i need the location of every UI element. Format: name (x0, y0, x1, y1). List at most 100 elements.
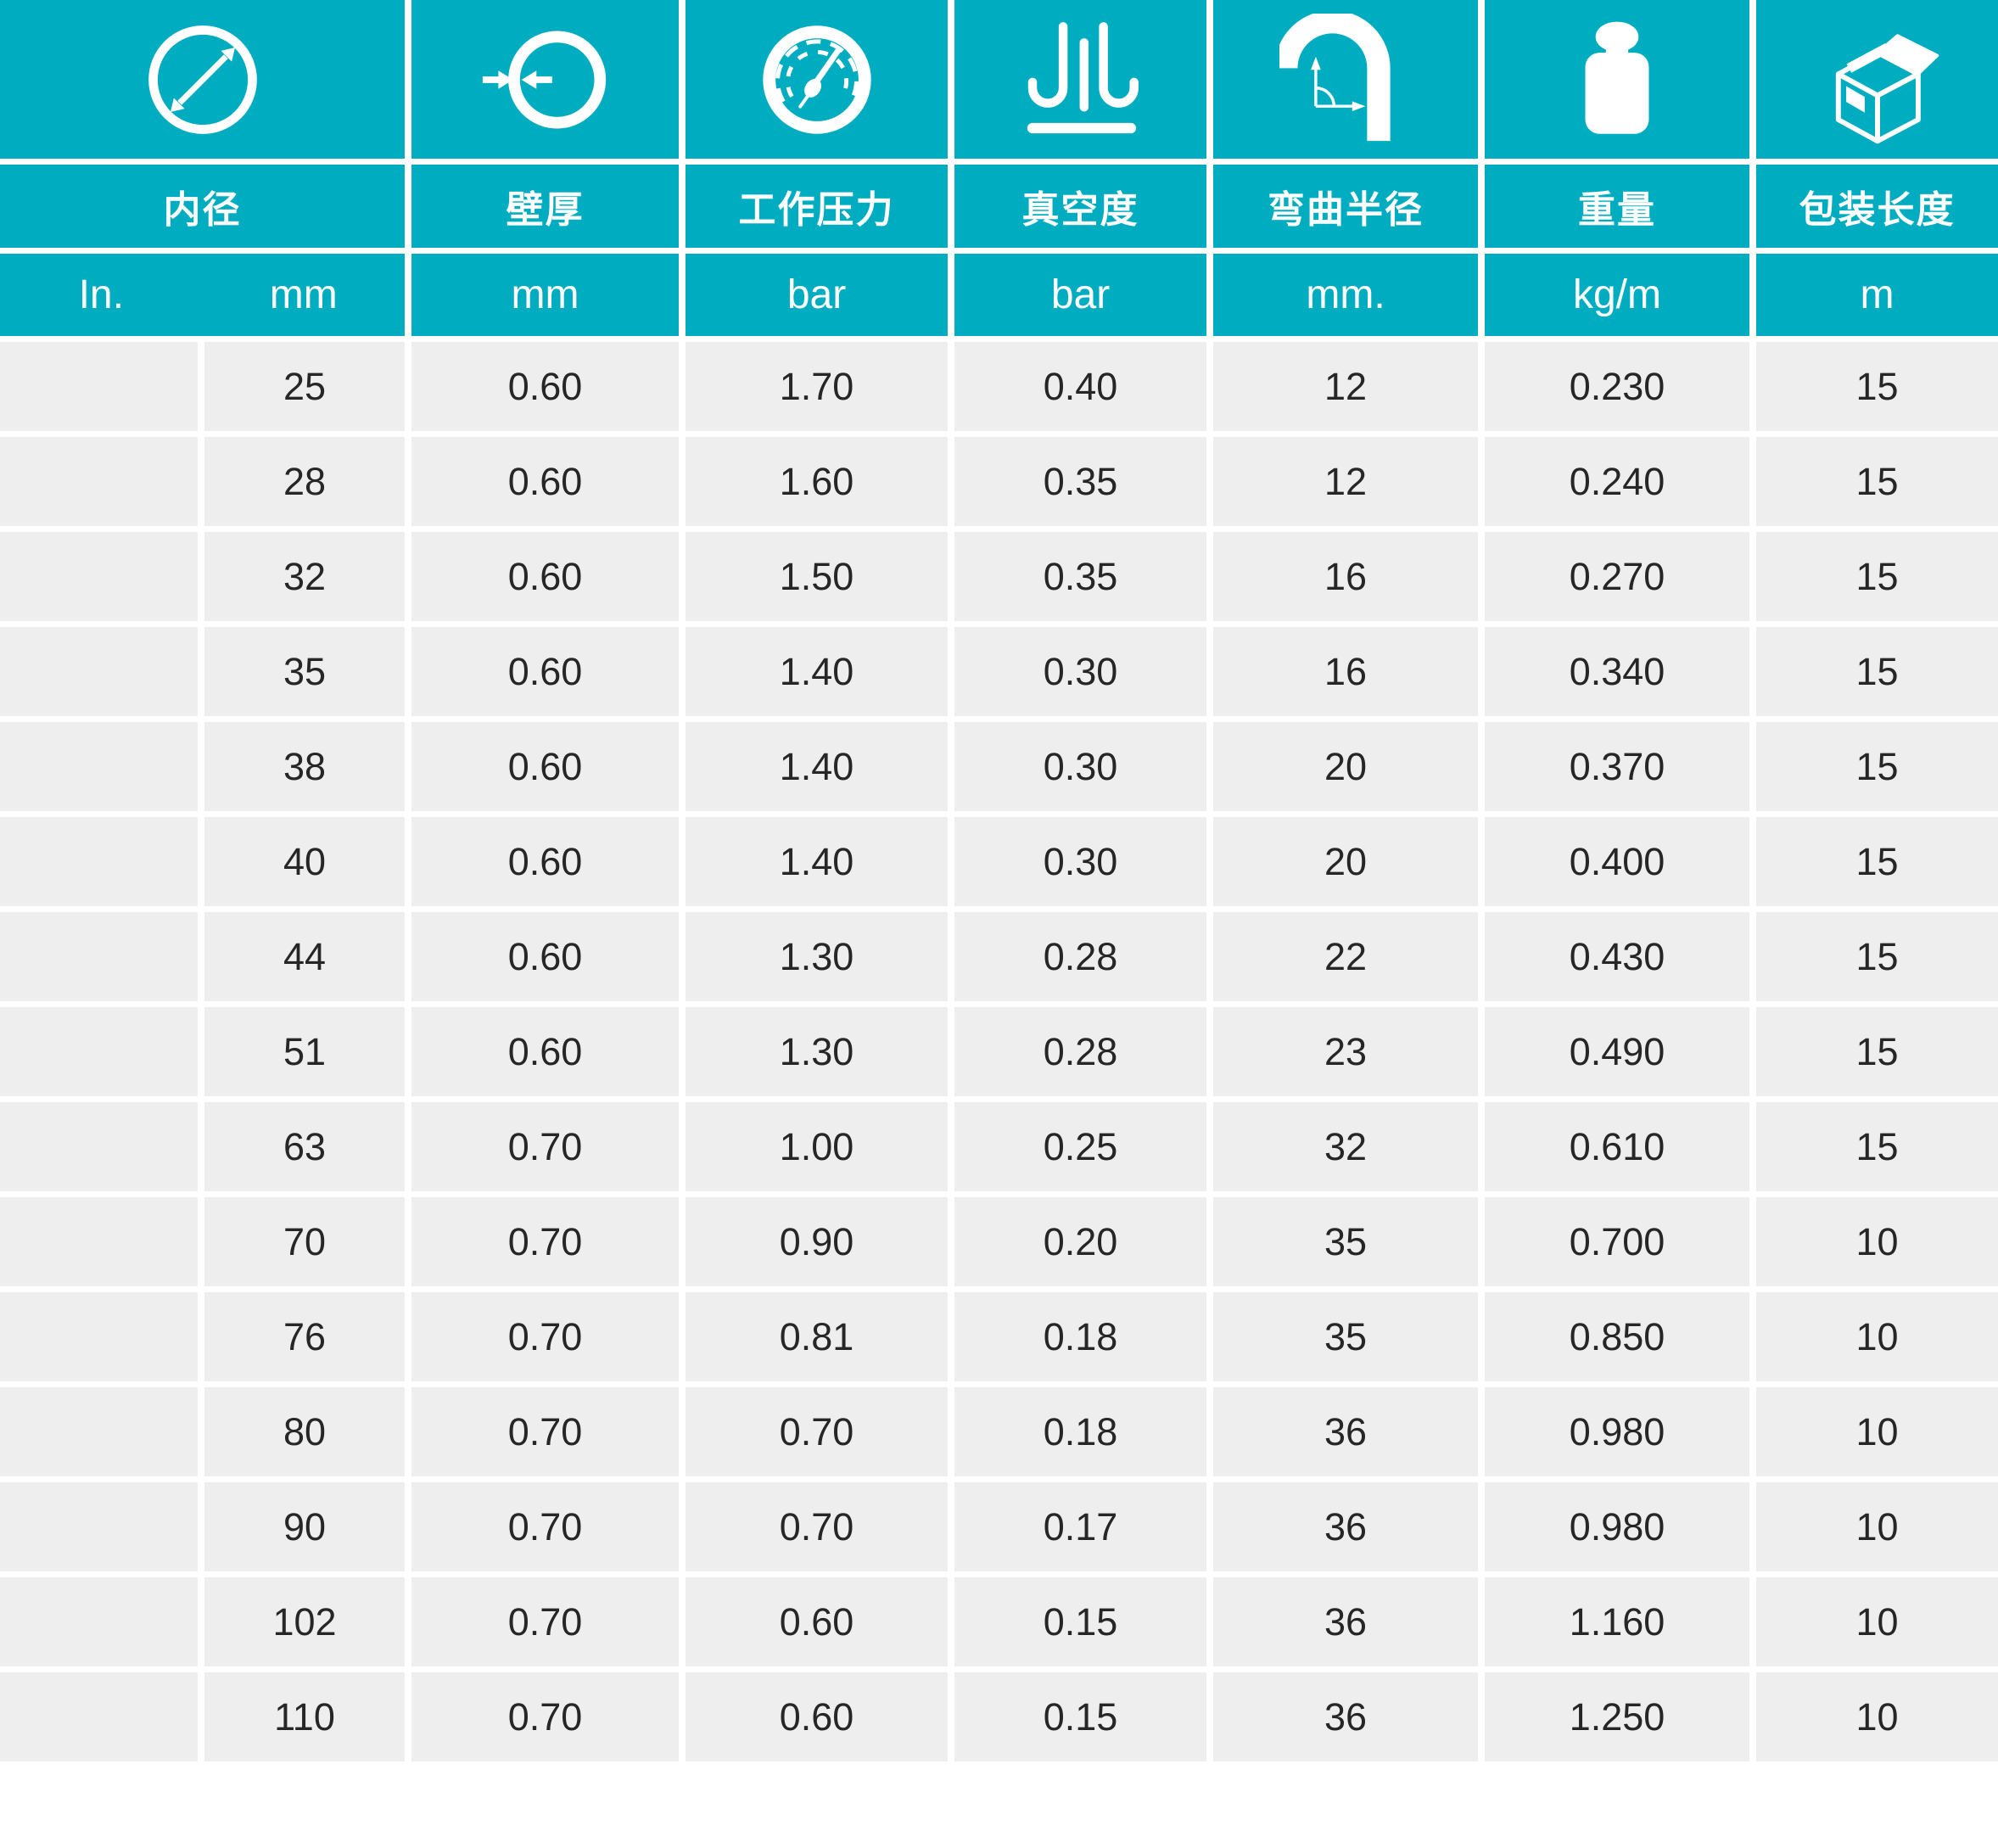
table-cell-length: 10 (1756, 1292, 1998, 1381)
table-cell-bend: 16 (1213, 627, 1478, 716)
table-cell-length: 10 (1756, 1672, 1998, 1761)
diameter-icon (148, 25, 257, 134)
table-cell-length: 15 (1756, 627, 1998, 716)
table-cell-length: 15 (1756, 532, 1998, 621)
wall-thickness-icon (482, 30, 606, 129)
header-icon-cell-working-pressure (686, 0, 948, 159)
table-cell-bend: 36 (1213, 1482, 1478, 1571)
table-cell-mm: 40 (204, 817, 405, 906)
header-icon-cell-wall-thickness (411, 0, 679, 159)
unit-cell-inner-diameter: In. mm (0, 254, 405, 336)
table-cell-bend: 16 (1213, 532, 1478, 621)
table-cell-vacuum: 0.30 (954, 817, 1206, 906)
table-cell-mm: 80 (204, 1387, 405, 1476)
table-cell-in (0, 1672, 198, 1761)
table-cell-weight: 0.430 (1485, 912, 1749, 1001)
table-cell-length: 10 (1756, 1577, 1998, 1666)
table-cell-vacuum: 0.15 (954, 1672, 1206, 1761)
table-cell-wall: 0.60 (411, 437, 679, 526)
table-cell-pressure: 1.50 (686, 532, 948, 621)
table-cell-in (0, 342, 198, 431)
table-cell-mm: 102 (204, 1577, 405, 1666)
table-cell-vacuum: 0.28 (954, 1007, 1206, 1096)
table-cell-bend: 12 (1213, 342, 1478, 431)
pressure-gauge-icon (762, 25, 871, 134)
table-cell-weight: 0.370 (1485, 722, 1749, 811)
table-cell-in (0, 627, 198, 716)
table-cell-wall: 0.70 (411, 1387, 679, 1476)
table-cell-wall: 0.70 (411, 1672, 679, 1761)
table-cell-vacuum: 0.35 (954, 437, 1206, 526)
table-cell-pressure: 0.90 (686, 1197, 948, 1286)
table-cell-weight: 0.980 (1485, 1387, 1749, 1476)
table-cell-vacuum: 0.18 (954, 1387, 1206, 1476)
table-cell-weight: 0.490 (1485, 1007, 1749, 1096)
table-cell-mm: 32 (204, 532, 405, 621)
table-cell-bend: 32 (1213, 1102, 1478, 1191)
table-cell-vacuum: 0.35 (954, 532, 1206, 621)
table-cell-mm: 110 (204, 1672, 405, 1761)
column-header-working-pressure: 工作压力 (686, 165, 948, 248)
table-cell-weight: 1.250 (1485, 1672, 1749, 1761)
table-cell-wall: 0.70 (411, 1577, 679, 1666)
table-cell-wall: 0.60 (411, 532, 679, 621)
table-cell-in (0, 1197, 198, 1286)
column-header-wall-thickness: 壁厚 (411, 165, 679, 248)
table-cell-length: 10 (1756, 1482, 1998, 1571)
table-cell-bend: 35 (1213, 1292, 1478, 1381)
unit-label-inches: In. (78, 272, 124, 317)
table-cell-length: 15 (1756, 342, 1998, 431)
header-icon-cell-inner-diameter (0, 0, 405, 159)
table-cell-bend: 20 (1213, 817, 1478, 906)
table-cell-wall: 0.60 (411, 1007, 679, 1096)
unit-cell-weight: kg/m (1485, 254, 1749, 336)
table-cell-mm: 76 (204, 1292, 405, 1381)
table-cell-bend: 35 (1213, 1197, 1478, 1286)
table-cell-pressure: 1.30 (686, 1007, 948, 1096)
table-cell-pressure: 1.60 (686, 437, 948, 526)
table-cell-weight: 0.610 (1485, 1102, 1749, 1191)
table-cell-mm: 44 (204, 912, 405, 1001)
table-cell-weight: 0.700 (1485, 1197, 1749, 1286)
table-cell-bend: 36 (1213, 1577, 1478, 1666)
unit-cell-bend-radius: mm. (1213, 254, 1478, 336)
table-cell-in (0, 1387, 198, 1476)
table-cell-wall: 0.60 (411, 627, 679, 716)
table-cell-in (0, 1482, 198, 1571)
table-cell-wall: 0.70 (411, 1482, 679, 1571)
table-cell-wall: 0.70 (411, 1292, 679, 1381)
table-cell-pressure: 1.00 (686, 1102, 948, 1191)
table-cell-bend: 22 (1213, 912, 1478, 1001)
table-cell-in (0, 817, 198, 906)
table-cell-pressure: 0.60 (686, 1672, 948, 1761)
unit-cell-working-pressure: bar (686, 254, 948, 336)
table-cell-in (0, 1102, 198, 1191)
table-cell-in (0, 912, 198, 1001)
column-header-bend-radius: 弯曲半径 (1213, 165, 1478, 248)
table-cell-bend: 20 (1213, 722, 1478, 811)
table-cell-bend: 36 (1213, 1387, 1478, 1476)
weight-icon (1585, 21, 1649, 134)
header-icon-cell-weight (1485, 0, 1749, 159)
table-cell-mm: 38 (204, 722, 405, 811)
header-icon-cell-packing-length (1756, 0, 1998, 159)
table-cell-length: 10 (1756, 1197, 1998, 1286)
column-header-inner-diameter: 内径 (0, 165, 405, 248)
table-cell-vacuum: 0.25 (954, 1102, 1206, 1191)
table-cell-vacuum: 0.17 (954, 1482, 1206, 1571)
package-icon (1835, 33, 1939, 143)
table-cell-in (0, 532, 198, 621)
table-cell-pressure: 1.40 (686, 722, 948, 811)
table-cell-vacuum: 0.30 (954, 627, 1206, 716)
table-cell-mm: 70 (204, 1197, 405, 1286)
table-cell-weight: 0.340 (1485, 627, 1749, 716)
table-cell-length: 15 (1756, 817, 1998, 906)
table-cell-mm: 35 (204, 627, 405, 716)
table-cell-pressure: 1.40 (686, 817, 948, 906)
table-cell-length: 10 (1756, 1387, 1998, 1476)
vacuum-icon (1027, 21, 1139, 133)
table-cell-pressure: 1.70 (686, 342, 948, 431)
spec-table: 内径 壁厚 工作压力 真空度 弯曲半径 重量 包装长度 In. mm mm ba… (0, 0, 1998, 1761)
column-header-packing-length: 包装长度 (1756, 165, 1998, 248)
table-cell-vacuum: 0.28 (954, 912, 1206, 1001)
